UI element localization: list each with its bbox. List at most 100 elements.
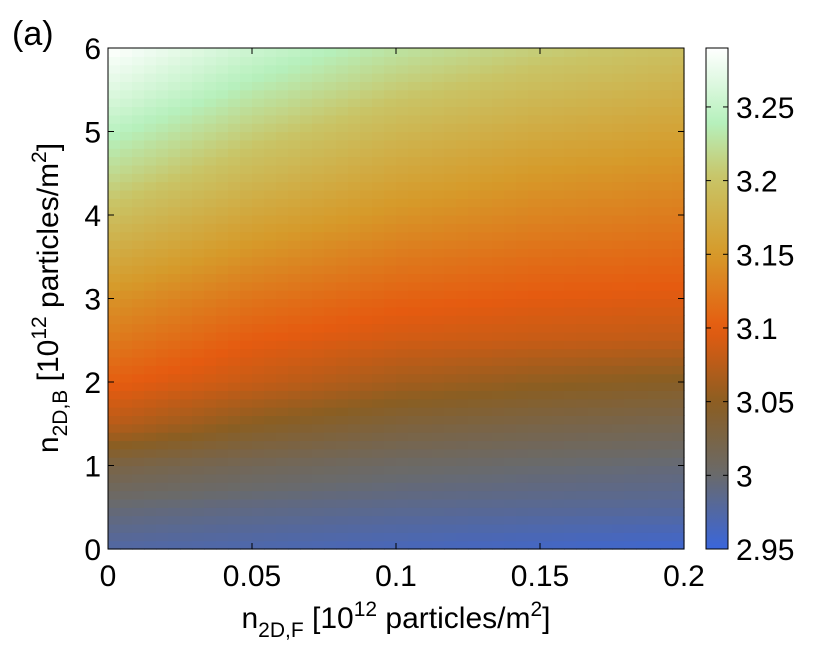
heatmap-cell [396,306,409,316]
heatmap-cell [588,181,601,191]
heatmap-cell [672,290,685,300]
heatmap-cell [252,356,265,366]
heatmap-cell [384,181,397,191]
heatmap-cell [540,423,553,433]
heatmap-cell [336,498,349,508]
heatmap-cell [516,440,529,450]
heatmap-cell [396,131,409,141]
heatmap-cell [492,248,505,258]
heatmap-cell [624,540,637,550]
heatmap-cell [624,240,637,249]
heatmap-cell [288,331,301,341]
heatmap-cell [456,490,469,500]
heatmap-cell [264,181,277,191]
heatmap-cell [480,139,493,149]
heatmap-cell [132,448,145,458]
heatmap-cell [156,215,169,224]
heatmap-cell [252,256,265,266]
heatmap-cell [300,331,313,341]
heatmap-cell [168,390,181,400]
heatmap-cell [120,206,133,216]
heatmap-cell [660,123,673,133]
heatmap-cell [636,482,649,492]
heatmap-cell [396,298,409,308]
heatmap-cell [216,306,229,316]
heatmap-cell [120,123,133,133]
heatmap-cell [504,457,517,467]
heatmap-cell [336,64,349,74]
heatmap-cell [120,114,133,124]
heatmap-cell [156,523,169,533]
heatmap-cell [276,281,289,291]
heatmap-cell [204,73,217,82]
heatmap-cell [264,56,277,66]
heatmap-cell [528,323,541,333]
heatmap-cell [288,156,301,166]
heatmap-cell [624,523,637,533]
heatmap-cell [504,315,517,325]
heatmap-cell [144,189,157,199]
heatmap-cell [192,373,205,383]
heatmap-cell [432,164,445,174]
heatmap-cell [600,123,613,133]
heatmap-cell [360,273,373,283]
heatmap-cell [540,139,553,149]
heatmap-cell [588,315,601,325]
heatmap-cell [372,148,385,158]
heatmap-cell [444,148,457,158]
heatmap-cell [228,240,241,249]
heatmap-cell [408,415,421,425]
heatmap-cell [612,523,625,533]
heatmap-cell [348,131,361,141]
heatmap-cell [480,114,493,124]
heatmap-cell [300,89,313,99]
heatmap-cell [288,423,301,433]
heatmap-cell [372,432,385,442]
heatmap-cell [540,56,553,66]
heatmap-cell [600,407,613,416]
heatmap-cell [288,281,301,291]
heatmap-cell [144,89,157,99]
heatmap-cell [276,340,289,350]
heatmap-cell [636,306,649,316]
heatmap-cell [408,89,421,99]
heatmap-cell [252,340,265,350]
heatmap-cell [324,540,337,550]
heatmap-cell [300,323,313,333]
heatmap-cell [144,331,157,341]
heatmap-cell [576,432,589,442]
heatmap-cell [216,139,229,149]
heatmap-cell [516,173,529,183]
heatmap-cell [228,331,241,341]
heatmap-cell [384,189,397,199]
heatmap-cell [324,123,337,133]
heatmap-cell [588,423,601,433]
heatmap-cell [648,340,661,350]
heatmap-cell [504,256,517,266]
heatmap-cell [432,398,445,408]
heatmap-cell [204,189,217,199]
heatmap-cell [408,515,421,525]
heatmap-cell [660,64,673,74]
heatmap-cell [300,290,313,300]
heatmap-cell [276,465,289,475]
heatmap-cell [144,465,157,475]
heatmap-cell [480,465,493,475]
heatmap-cell [156,89,169,99]
heatmap-cell [372,365,385,375]
heatmap-cell [360,507,373,517]
heatmap-cell [192,390,205,400]
heatmap-cell [216,64,229,74]
heatmap-cell [276,81,289,91]
heatmap-cell [600,48,613,57]
heatmap-cell [312,340,325,350]
heatmap-cell [108,189,121,199]
heatmap-cell [228,215,241,224]
heatmap-cell [564,98,577,108]
heatmap-cell [312,215,325,224]
heatmap-cell [492,515,505,525]
heatmap-cell [276,348,289,358]
heatmap-cell [324,139,337,149]
heatmap-cell [468,515,481,525]
heatmap-cell [336,114,349,124]
